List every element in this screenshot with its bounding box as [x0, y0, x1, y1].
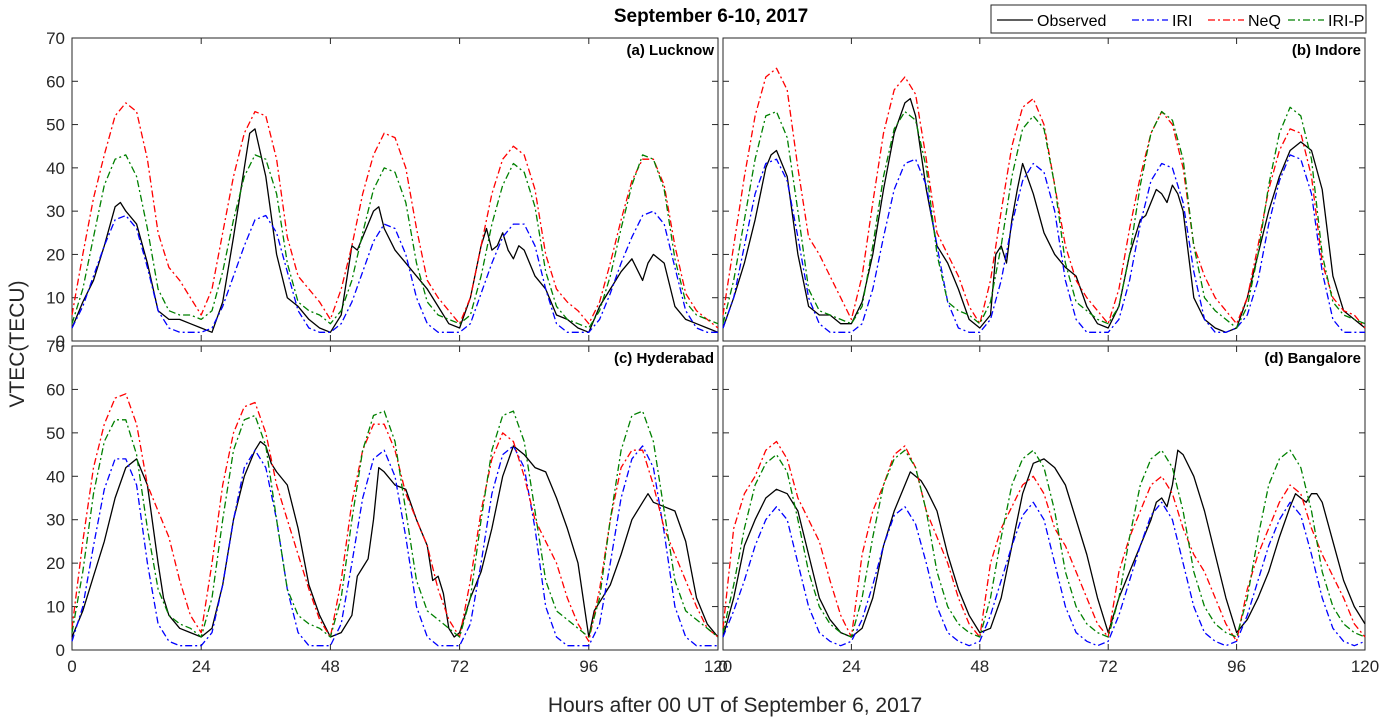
- x-tick-label: 96: [1227, 657, 1246, 676]
- series-line-observed: [722, 97, 1366, 333]
- series-line-iri: [722, 154, 1365, 333]
- y-tick-label: 60: [46, 380, 65, 399]
- y-tick-label: 70: [46, 29, 65, 48]
- x-tick-label: 120: [1351, 657, 1379, 676]
- y-axis-label: VTEC(TECU): [6, 280, 29, 407]
- x-tick-label: 72: [450, 657, 469, 676]
- y-tick-label: 10: [46, 598, 65, 617]
- series-line-neq: [722, 67, 1366, 329]
- figure-title: September 6-10, 2017: [614, 6, 808, 27]
- panel-title: (c) Hyderabad: [614, 350, 714, 367]
- y-tick-label: 70: [46, 337, 65, 356]
- legend-label: IRI-P: [1328, 13, 1364, 30]
- series-line-iri: [722, 501, 1366, 647]
- y-tick-label: 0: [56, 641, 65, 660]
- series-line-neq: [71, 102, 719, 329]
- x-tick-label: 0: [67, 657, 76, 676]
- x-tick-label: 24: [842, 657, 861, 676]
- legend-label: NeQ: [1248, 13, 1281, 30]
- series-line-neq: [71, 393, 719, 642]
- y-tick-label: 20: [46, 245, 65, 264]
- series-line-iri: [71, 210, 718, 333]
- panel-title: (a) Lucknow: [626, 42, 714, 59]
- x-tick-label: 0: [718, 657, 727, 676]
- panel-title: (b) Indore: [1292, 42, 1361, 59]
- x-tick-label: 24: [192, 657, 211, 676]
- x-tick-label: 48: [970, 657, 989, 676]
- series-line-observed: [71, 440, 719, 638]
- panel-frame: [71, 37, 719, 342]
- series-line-iri-p: [722, 449, 1366, 638]
- y-tick-label: 30: [46, 202, 65, 221]
- series-line-neq: [722, 440, 1366, 642]
- y-tick-label: 40: [46, 467, 65, 486]
- y-tick-label: 40: [46, 159, 65, 178]
- x-tick-label: 120: [704, 657, 732, 676]
- x-axis-label: Hours after 00 UT of September 6, 2017: [548, 694, 922, 717]
- legend-label: Observed: [1037, 13, 1106, 30]
- series-line-iri-p: [71, 410, 719, 638]
- y-tick-label: 30: [46, 511, 65, 530]
- y-tick-label: 50: [46, 424, 65, 443]
- legend-label: IRI: [1172, 13, 1192, 30]
- series-line-iri-p: [71, 154, 719, 329]
- y-tick-label: 60: [46, 72, 65, 91]
- series-line-iri: [71, 445, 718, 647]
- panel-frame: [71, 345, 719, 651]
- y-tick-label: 10: [46, 289, 65, 308]
- x-tick-label: 96: [579, 657, 598, 676]
- y-tick-label: 20: [46, 554, 65, 573]
- y-tick-label: 0: [56, 332, 65, 351]
- legend-box: [990, 4, 1367, 34]
- x-tick-label: 72: [1099, 657, 1118, 676]
- x-tick-label: 48: [321, 657, 340, 676]
- series-line-iri-p: [722, 106, 1366, 329]
- panel-frame: [722, 37, 1366, 342]
- panel-title: (d) Bangalore: [1264, 350, 1361, 367]
- y-tick-label: 50: [46, 116, 65, 135]
